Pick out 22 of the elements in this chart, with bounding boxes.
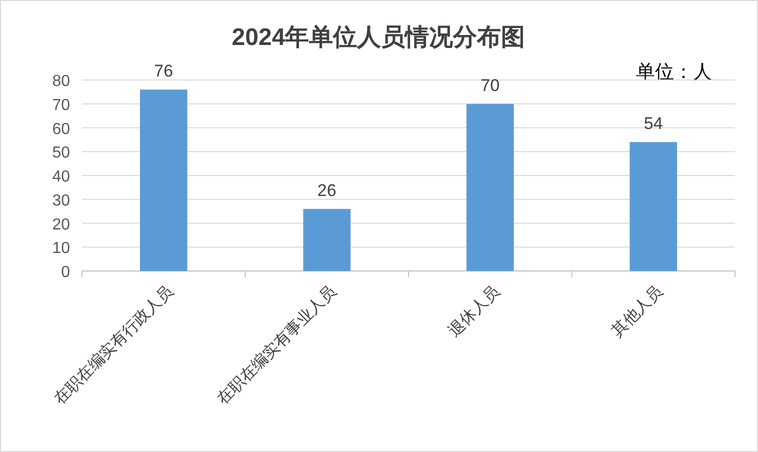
bar [140, 90, 188, 271]
y-tick-label: 60 [52, 120, 70, 138]
x-tick-label: 在职在编实有事业人员 [214, 282, 340, 408]
bar [303, 208, 351, 271]
y-tick-label: 0 [61, 264, 70, 281]
y-tick-label: 80 [52, 73, 70, 90]
data-label: 76 [154, 62, 174, 81]
x-tick-label: 其他人员 [608, 282, 666, 340]
bar [630, 142, 678, 271]
y-tick-label: 30 [52, 192, 70, 210]
bar [466, 104, 514, 271]
y-tick-label: 70 [52, 96, 70, 114]
y-tick-label: 10 [52, 240, 70, 258]
y-tick-label: 20 [52, 216, 70, 234]
x-tick-label: 退休人员 [444, 282, 503, 340]
data-label: 54 [644, 114, 663, 134]
y-tick-label: 40 [52, 168, 70, 186]
y-tick-label: 50 [52, 144, 70, 162]
x-tick-label: 在职在编实有行政人员 [50, 282, 176, 408]
chart-title: 2024年单位人员情况分布图 [232, 24, 526, 51]
data-label: 26 [317, 180, 336, 200]
data-label: 70 [480, 76, 500, 95]
